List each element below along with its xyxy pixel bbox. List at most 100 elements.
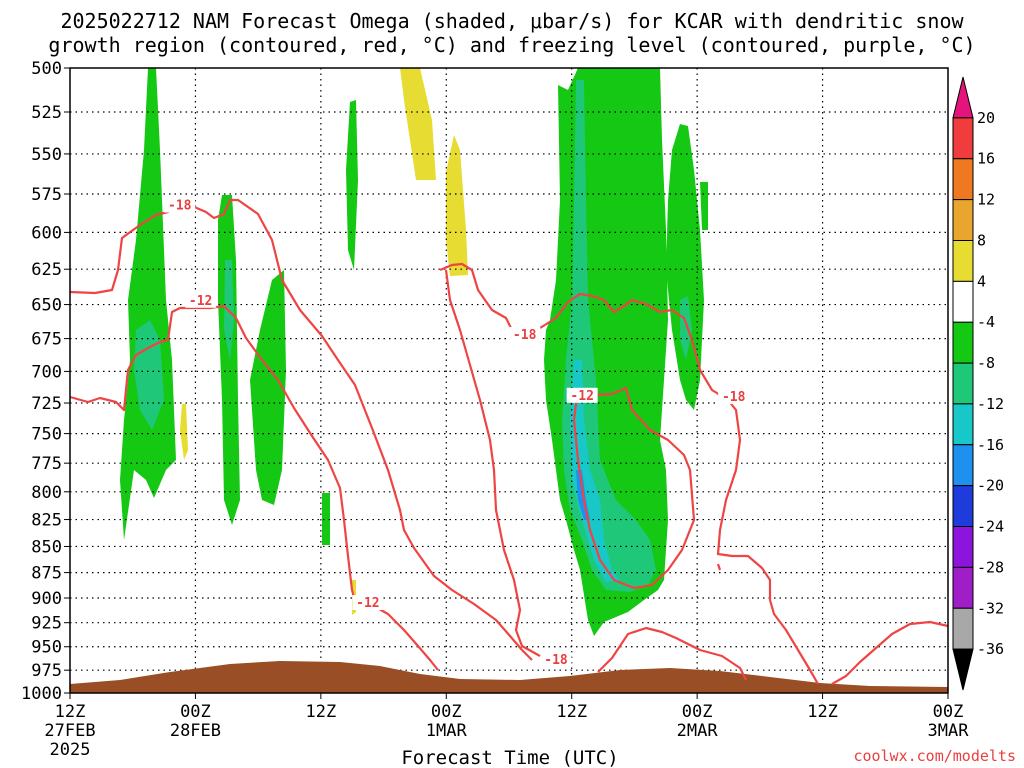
colorbar-label: 8 bbox=[977, 231, 986, 249]
dgz-contour-line bbox=[69, 198, 533, 661]
omega-shaded-region bbox=[680, 296, 692, 360]
colorbar-label: -12 bbox=[977, 395, 1004, 413]
colorbar-label: -28 bbox=[977, 558, 1004, 576]
colorbar-swatch bbox=[952, 158, 974, 201]
colorbar-label: -20 bbox=[977, 477, 1004, 495]
y-axis: 500 525 550 575 600 625 650 675 700 725 750 775 800 8… bbox=[21, 59, 70, 704]
omega-shaded-region bbox=[346, 100, 358, 270]
plot-frame bbox=[69, 67, 949, 694]
colorbar-label: -4 bbox=[977, 313, 995, 331]
y-tick-label: 625 bbox=[31, 260, 62, 280]
y-tick-label: 500 bbox=[31, 59, 62, 79]
x-tick-label: 00Z bbox=[431, 702, 462, 722]
x-tick-date: 28FEB bbox=[170, 721, 221, 741]
terrain-surface bbox=[70, 661, 948, 693]
omega-shaded-region bbox=[700, 182, 708, 230]
x-tick-label: 12Z bbox=[556, 702, 587, 722]
omega-shaded-region bbox=[250, 270, 286, 505]
colorbar-swatch bbox=[952, 566, 974, 609]
y-tick-label: 775 bbox=[31, 454, 62, 474]
grid-layer bbox=[70, 68, 948, 693]
contour-label: -18 bbox=[513, 328, 537, 343]
y-tick-label: 850 bbox=[31, 537, 62, 557]
contour-label-background bbox=[566, 387, 598, 403]
x-tick-label: 00Z bbox=[180, 702, 211, 722]
contour-label: -12 bbox=[570, 389, 593, 404]
contour-label: -12 bbox=[356, 596, 379, 611]
contour-label: -12 bbox=[189, 294, 212, 309]
y-tick-label: 525 bbox=[31, 103, 62, 123]
x-tick-date: 1MAR bbox=[426, 721, 468, 741]
chart-title-line-1: 2025022712 NAM Forecast Omega (shaded, μ… bbox=[60, 9, 964, 33]
x-tick-year: 2025 bbox=[50, 740, 91, 760]
dgz-contour-line bbox=[439, 262, 521, 336]
contour-label: -18 bbox=[544, 653, 568, 668]
omega-shaded-region bbox=[322, 493, 330, 545]
colorbar-swatch bbox=[952, 362, 974, 405]
y-tick-label: 675 bbox=[31, 330, 62, 350]
omega-shaded-region bbox=[446, 135, 468, 276]
x-tick-date: 2MAR bbox=[677, 721, 719, 741]
colorbar-label: -24 bbox=[977, 518, 1004, 536]
colorbar-swatch bbox=[952, 526, 974, 568]
y-tick-label: 1000 bbox=[21, 684, 62, 704]
x-tick-date: 27FEB bbox=[44, 721, 95, 741]
x-tick-label: 00Z bbox=[933, 702, 964, 722]
x-tick-label: 12Z bbox=[55, 702, 86, 722]
x-tick-date: 3MAR bbox=[928, 721, 970, 741]
colorbar-label: -16 bbox=[977, 436, 1004, 454]
y-tick-label: 800 bbox=[31, 483, 62, 503]
x-tick-label: 00Z bbox=[682, 702, 713, 722]
colorbar-swatch bbox=[952, 239, 974, 282]
omega-shaded-region bbox=[570, 360, 620, 582]
colorbar-swatch bbox=[952, 444, 974, 487]
y-tick-label: 600 bbox=[31, 223, 62, 243]
omega-shaded-region bbox=[400, 68, 436, 180]
colorbar-swatch bbox=[952, 607, 974, 650]
credit-text: coolwx.com/modelts bbox=[853, 747, 1016, 765]
colorbar-label: -8 bbox=[977, 354, 995, 372]
dgz-contour-line bbox=[572, 386, 696, 590]
contour-label-background bbox=[164, 197, 196, 213]
y-tick-label: 550 bbox=[31, 145, 62, 165]
terrain-layer bbox=[70, 661, 948, 693]
contour-label: -18 bbox=[168, 198, 192, 213]
y-tick-label: 975 bbox=[31, 661, 62, 681]
x-tick-label: 12Z bbox=[807, 702, 838, 722]
omega-shading-layer bbox=[120, 68, 708, 636]
dgz-contour-line bbox=[444, 269, 541, 657]
colorbar-swatch bbox=[952, 321, 974, 364]
contour-label-background bbox=[718, 389, 750, 405]
y-tick-label: 750 bbox=[31, 425, 62, 445]
contour-label-background bbox=[509, 326, 541, 342]
y-tick-label: 650 bbox=[31, 296, 62, 316]
dgz-contour-line bbox=[597, 626, 747, 681]
colorbar-label: 20 bbox=[977, 109, 995, 127]
contour-label: -18 bbox=[722, 390, 746, 405]
dgz-contour-line bbox=[716, 563, 722, 571]
contour-label-background bbox=[185, 292, 217, 308]
colorbar-swatch bbox=[952, 117, 974, 160]
colorbar-label: 16 bbox=[977, 150, 995, 168]
omega-shaded-region bbox=[180, 404, 188, 460]
y-tick-label: 825 bbox=[31, 511, 62, 531]
chart-title-line-2: growth region (contoured, red, °C) and f… bbox=[48, 33, 975, 57]
contour-label-background bbox=[352, 594, 384, 610]
colorbar-swatch bbox=[952, 485, 974, 528]
colorbar-label: -36 bbox=[977, 640, 1004, 658]
x-tick-label: 12Z bbox=[305, 702, 336, 722]
y-tick-label: 575 bbox=[31, 185, 62, 205]
colorbar-swatch bbox=[952, 76, 974, 119]
colorbar-swatch bbox=[952, 403, 974, 446]
colorbar-label: -32 bbox=[977, 599, 1004, 617]
y-tick-label: 700 bbox=[31, 362, 62, 382]
y-tick-label: 900 bbox=[31, 589, 62, 609]
dgz-contour-line bbox=[831, 620, 949, 685]
contour-label-layer: -18 -12 -18 -12 -18 -12 -18 bbox=[164, 197, 750, 668]
x-axis-label: Forecast Time (UTC) bbox=[401, 747, 618, 768]
plot-area bbox=[70, 68, 948, 693]
colorbar: 20 16 12 8 4 -4 -8 -12 -16 -20 -24 -28 -32 -36 bbox=[952, 76, 1004, 691]
omega-shaded-region bbox=[218, 195, 240, 525]
